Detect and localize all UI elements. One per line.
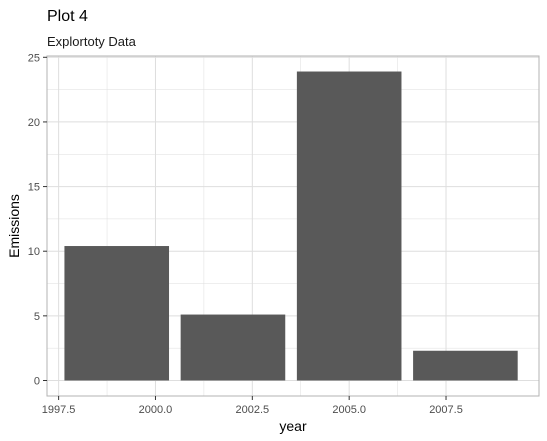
x-tick-label: 2002.5 (235, 404, 269, 416)
bar-1999 (64, 246, 170, 381)
chart-title: Plot 4 (47, 8, 88, 25)
bar-2002 (180, 314, 286, 381)
panel-border (46, 55, 540, 397)
y-tick-label: 25 (28, 52, 40, 64)
chart-subtitle: Explortoty Data (47, 34, 137, 49)
y-tick-label: 10 (28, 246, 40, 258)
y-tick-label: 5 (34, 311, 40, 323)
y-tick-label: 20 (28, 117, 40, 129)
bar-2005 (296, 71, 402, 381)
y-axis-title: Emissions (6, 194, 22, 258)
x-tick-label: 1997.5 (42, 404, 76, 416)
x-tick-label: 2005.0 (332, 404, 366, 416)
y-axis-ticks: 0 5 10 15 20 25 (28, 52, 47, 387)
y-tick-label: 0 (34, 375, 40, 387)
x-axis-ticks: 1997.5 2000.0 2002.5 2005.0 2007.5 (42, 396, 463, 416)
x-tick-label: 2000.0 (139, 404, 173, 416)
bar-2008 (413, 350, 518, 381)
bars (64, 71, 518, 381)
x-tick-label: 2007.5 (429, 404, 463, 416)
y-tick-label: 15 (28, 182, 40, 194)
x-axis-title: year (279, 418, 307, 434)
